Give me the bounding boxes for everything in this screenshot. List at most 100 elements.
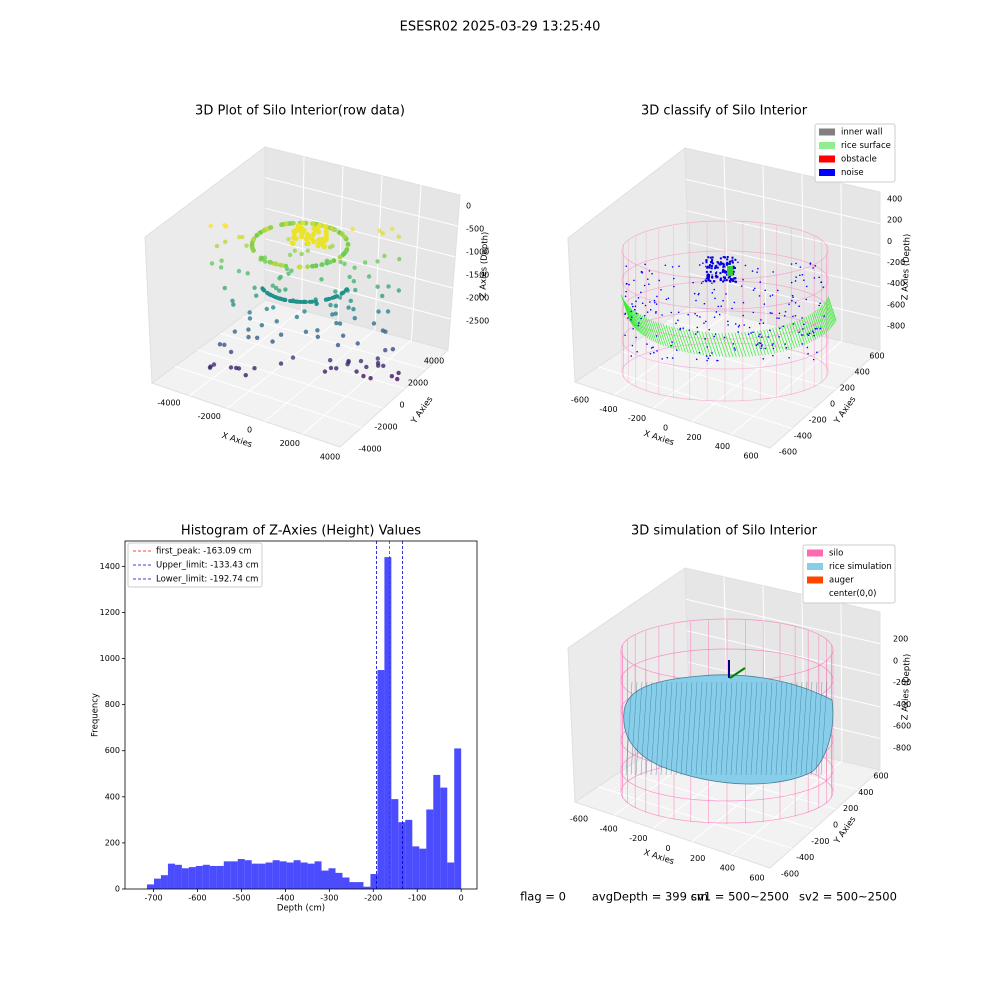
noise-cluster	[723, 279, 726, 282]
point	[250, 245, 255, 251]
noise-dot	[637, 297, 640, 299]
bar	[293, 860, 301, 889]
point	[294, 314, 300, 320]
surface-line	[744, 332, 754, 357]
noise-dot	[630, 355, 633, 357]
y-tick-label: 800	[105, 700, 120, 709]
x-tick-label: -400	[600, 824, 618, 833]
bar	[195, 865, 203, 889]
noise-dot	[783, 314, 786, 317]
noise-dot	[682, 327, 684, 329]
surface-line	[766, 329, 776, 354]
surface-line	[778, 326, 787, 351]
noise-dot	[633, 279, 635, 282]
legend-label: inner wall	[841, 128, 882, 138]
point	[315, 334, 321, 340]
bar	[251, 863, 259, 889]
z-tick-label: -200	[887, 258, 905, 267]
bar	[377, 670, 385, 889]
wall-ring	[621, 250, 829, 310]
pane-grid	[762, 165, 767, 324]
noise-cluster	[723, 269, 726, 272]
surface-line	[813, 312, 822, 337]
noise-dot	[671, 341, 673, 343]
legend-swatch	[807, 563, 823, 570]
point	[293, 235, 299, 242]
noise-dot	[637, 324, 640, 327]
pane-grid	[597, 366, 793, 429]
bar	[433, 774, 441, 889]
noise-dot	[635, 300, 637, 303]
surface-line	[823, 303, 833, 328]
noise-dot	[760, 347, 762, 350]
legend-label: noise	[841, 168, 864, 178]
noise-dot	[631, 303, 633, 305]
point	[335, 342, 341, 348]
legend-label: silo	[829, 549, 843, 559]
noise-cluster	[721, 270, 724, 273]
point	[395, 376, 400, 382]
y-tick-label: 2000	[408, 379, 428, 388]
point	[309, 299, 314, 304]
point	[375, 259, 380, 264]
noise-dot	[732, 343, 735, 345]
x-tick-label: -200	[364, 894, 382, 903]
pane-grid	[242, 316, 427, 370]
noise-dot	[641, 302, 644, 305]
noise-dot	[635, 336, 637, 339]
point	[337, 254, 343, 260]
legend-label: center(0,0)	[829, 589, 877, 599]
noise-cluster	[720, 262, 723, 265]
point	[278, 361, 284, 366]
bar	[335, 872, 343, 889]
noise-dot	[661, 358, 663, 360]
surface-line	[753, 331, 763, 356]
point	[292, 248, 298, 253]
z-tick-label: -500	[466, 225, 484, 234]
surface-line	[818, 308, 827, 333]
surface-line	[665, 325, 675, 350]
point	[315, 224, 321, 230]
point	[396, 234, 402, 239]
legend-swatch	[819, 128, 835, 136]
surface-line	[727, 332, 737, 358]
point	[362, 260, 368, 265]
mesh-line	[710, 681, 718, 776]
pane-grid	[597, 786, 793, 849]
noise-dot	[725, 293, 727, 295]
noise-cluster	[710, 264, 713, 267]
z-tick-label: -800	[887, 322, 905, 331]
noise-dot	[699, 316, 701, 318]
noise-dot	[646, 343, 648, 345]
bar	[146, 884, 154, 889]
noise-dot	[671, 357, 674, 359]
point	[305, 248, 311, 253]
noise-cluster	[726, 256, 729, 259]
x-axis-label: X Axies	[642, 848, 675, 867]
point	[396, 288, 402, 293]
point	[354, 369, 359, 374]
y-tick-label: 200	[843, 804, 858, 813]
point	[344, 287, 349, 292]
noise-dot	[762, 357, 765, 360]
footer-text: sv1 = 500~2500	[691, 890, 789, 904]
point	[324, 260, 330, 266]
pane-grid	[687, 241, 881, 288]
noise-dot	[727, 320, 729, 323]
surface-line	[641, 315, 651, 340]
pane-grid	[723, 156, 729, 315]
noise-cluster	[712, 262, 715, 265]
noise-dot	[812, 267, 814, 269]
z-tick-label: -1500	[466, 271, 489, 280]
surface-line	[660, 323, 669, 348]
noise-cluster	[714, 272, 717, 275]
noise-dot	[695, 299, 697, 302]
point	[342, 234, 347, 239]
noise-dot	[748, 326, 751, 329]
legend-swatch	[819, 142, 835, 149]
surface-line	[695, 331, 705, 356]
noise-dot	[716, 359, 718, 362]
point	[259, 255, 264, 261]
z-axis-label: Z Axies (Depth)	[478, 232, 490, 299]
noise-cluster	[708, 274, 711, 277]
